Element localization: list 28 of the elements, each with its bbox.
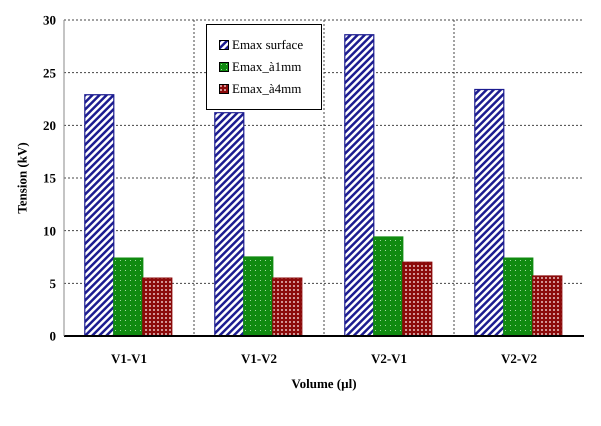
y-tick-label: 0 — [50, 328, 56, 344]
legend-label: Emax_à1mm — [232, 59, 302, 75]
bar — [272, 277, 302, 336]
bar — [243, 256, 274, 336]
bar — [402, 262, 432, 336]
bar — [503, 257, 534, 336]
y-tick-label: 15 — [43, 170, 56, 186]
y-tick-label: 25 — [43, 65, 56, 80]
bar — [84, 94, 114, 336]
y-axis-title: Tension (kV) — [14, 142, 30, 214]
x-tick-label: V1-V2 — [240, 351, 278, 366]
bar — [142, 277, 172, 336]
y-tick-label: 5 — [50, 276, 56, 291]
legend-label: Emax_à4mm — [232, 81, 302, 97]
y-tick-label: 30 — [43, 12, 56, 28]
x-tick-label: V1-V1 — [110, 351, 148, 366]
bar — [344, 34, 374, 336]
bar — [532, 275, 562, 336]
bar — [214, 112, 244, 336]
bar — [113, 257, 144, 336]
bar — [373, 236, 404, 336]
x-axis-title: Volume (µl) — [291, 376, 357, 391]
legend-label: Emax surface — [232, 37, 304, 53]
bar — [474, 88, 504, 336]
x-tick-label: V2-V2 — [500, 351, 538, 366]
x-tick-label: V2-V1 — [370, 351, 408, 366]
y-tick-label: 10 — [43, 223, 56, 238]
y-tick-label: 20 — [43, 118, 56, 133]
